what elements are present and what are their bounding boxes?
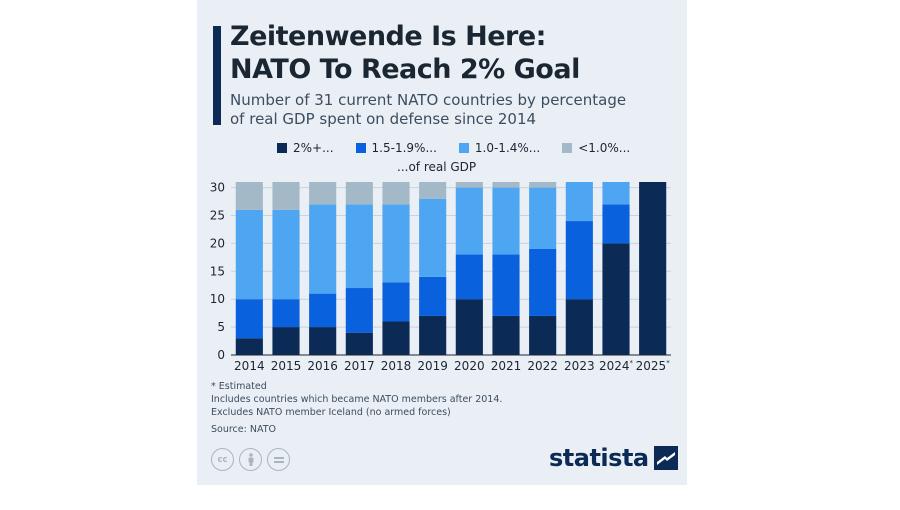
note-iceland: Excludes NATO member Iceland (no armed f… [211, 407, 451, 418]
bar-segment-2018-s3 [382, 182, 410, 205]
bar-segment-2014-s2 [235, 209, 263, 300]
bar-segment-2017-s1 [345, 288, 373, 333]
bar-segment-2021-s0 [492, 315, 520, 355]
bar-segment-2021-s2 [492, 187, 520, 255]
legend-label-2plus: 2%+... [293, 141, 334, 155]
chart-legend: 2%+... 1.5-1.9%... 1.0-1.4%... <1.0%... [277, 141, 652, 155]
legend-swatch-1-0 [458, 143, 469, 153]
bar-segment-2014-s1 [235, 299, 263, 339]
y-tick-label-20: 20 [210, 236, 225, 250]
legend-label-1-5: 1.5-1.9%... [371, 141, 437, 155]
legend-item-1-5: 1.5-1.9%... [355, 141, 437, 155]
bar-segment-2014-s3 [235, 182, 263, 210]
bar-segment-2025-s0 [639, 182, 667, 355]
bar-segment-2024-s0 [602, 243, 630, 355]
no-derivatives-icon[interactable] [267, 448, 290, 471]
bar-segment-2020-s0 [455, 299, 483, 355]
bar-segment-2023-s2 [565, 182, 593, 222]
bar-segment-2020-s1 [455, 254, 483, 300]
legend-label-1-0: 1.0-1.4%... [474, 141, 541, 155]
bar-segment-2022-s0 [529, 315, 557, 355]
x-tick-label-2020: 2020 [454, 359, 485, 373]
person-glyph [248, 453, 253, 466]
bar-segment-2024-s2 [602, 182, 630, 205]
bar-segment-2023-s1 [565, 221, 593, 300]
legend-swatch-below-1 [562, 143, 573, 153]
bar-segment-2018-s2 [382, 204, 410, 283]
bar-segment-2020-s2 [455, 187, 483, 255]
x-tick-label-2025: 2025* [636, 359, 671, 373]
legend-suffix-note: ...of real GDP [397, 160, 477, 174]
chart-title: Zeitenwende Is Here: NATO To Reach 2% Go… [230, 20, 670, 86]
x-tick-label-2014: 2014 [234, 359, 265, 373]
title-line-2: NATO To Reach 2% Goal [230, 54, 580, 85]
y-tick-label-25: 25 [210, 208, 225, 222]
y-tick-label-5: 5 [217, 320, 225, 334]
bar-segment-2024-s1 [602, 204, 630, 244]
statista-logo[interactable]: statista [549, 442, 678, 474]
bar-segment-2016-s0 [309, 327, 337, 355]
bar-segment-2022-s3 [529, 182, 557, 188]
subtitle-line-1: Number of 31 current NATO countries by p… [230, 91, 627, 109]
bar-segment-2019-s2 [419, 198, 447, 277]
bar-segment-2022-s2 [529, 187, 557, 249]
bar-segment-2021-s3 [492, 182, 520, 188]
legend-label-below-1: <1.0%... [578, 141, 631, 155]
bar-segment-2015-s2 [272, 209, 300, 300]
x-tick-label-2023: 2023 [564, 359, 595, 373]
bar-segment-2015-s1 [272, 299, 300, 328]
bar-segment-2017-s3 [345, 182, 373, 205]
stacked-bar-chart: 0 5 10 15 20 25 30 2014 2015 2016 2017 2018 2019 2020… [210, 181, 671, 373]
bar-segment-2019-s1 [419, 276, 447, 316]
x-tick-label-2015: 2015 [271, 359, 302, 373]
note-new-members: Includes countries which became NATO mem… [211, 394, 503, 405]
x-tick-label-2019: 2019 [417, 359, 448, 373]
bar-segment-2016-s3 [309, 182, 337, 205]
legend-swatch-1-5 [355, 143, 366, 153]
bar-segment-2015-s3 [272, 182, 300, 210]
attribution-icon[interactable] [239, 448, 262, 471]
bar-segment-2018-s1 [382, 282, 410, 322]
bar-segment-2014-s0 [235, 338, 263, 355]
subtitle-line-2: of real GDP spent on defense since 2014 [230, 110, 537, 128]
bar-segment-2020-s3 [455, 182, 483, 188]
bar-segment-2022-s1 [529, 248, 557, 316]
chart-notes: * Estimated Includes countries which bec… [211, 380, 502, 436]
legend-item-2plus: 2%+... [277, 141, 334, 155]
bar-segment-2016-s1 [309, 293, 337, 328]
y-tick-label-0: 0 [217, 348, 225, 362]
bar-segment-2016-s2 [309, 204, 337, 294]
y-tick-label-30: 30 [210, 181, 225, 195]
x-tick-label-2016: 2016 [307, 359, 338, 373]
title-accent-bar [213, 26, 221, 125]
brand-wordmark: statista [549, 444, 649, 472]
bar-segment-2017-s0 [345, 332, 373, 355]
source-note: Source: NATO [211, 424, 276, 435]
bar-segment-2023-s0 [565, 299, 593, 355]
license-icons: cc [211, 448, 290, 471]
bar-segment-2019-s3 [419, 182, 447, 199]
legend-item-below-1: <1.0%... [562, 141, 630, 155]
equals-glyph [273, 456, 284, 463]
bar-segment-2021-s1 [492, 254, 520, 316]
bar-segment-2017-s2 [345, 204, 373, 289]
legend-swatch-2plus [277, 143, 287, 153]
bar-segment-2015-s0 [272, 327, 300, 355]
chart-card: Zeitenwende Is Here: NATO To Reach 2% Go… [197, 0, 687, 485]
bar-segment-2019-s0 [419, 315, 447, 355]
x-tick-label-2024: 2024* [599, 359, 634, 373]
x-tick-label-2017: 2017 [344, 359, 375, 373]
y-tick-label-15: 15 [210, 264, 225, 278]
note-estimated: * Estimated [211, 381, 267, 392]
title-line-1: Zeitenwende Is Here: [230, 21, 546, 52]
legend-item-1-0: 1.0-1.4%... [458, 141, 541, 155]
statista-mark-icon [653, 446, 678, 470]
x-tick-label-2018: 2018 [381, 359, 412, 373]
x-tick-label-2022: 2022 [527, 359, 558, 373]
cc-icon[interactable]: cc [211, 448, 234, 471]
bar-segment-2018-s0 [382, 321, 410, 355]
chart-subtitle: Number of 31 current NATO countries by p… [230, 91, 670, 129]
y-tick-label-10: 10 [210, 292, 225, 306]
x-tick-label-2021: 2021 [491, 359, 522, 373]
